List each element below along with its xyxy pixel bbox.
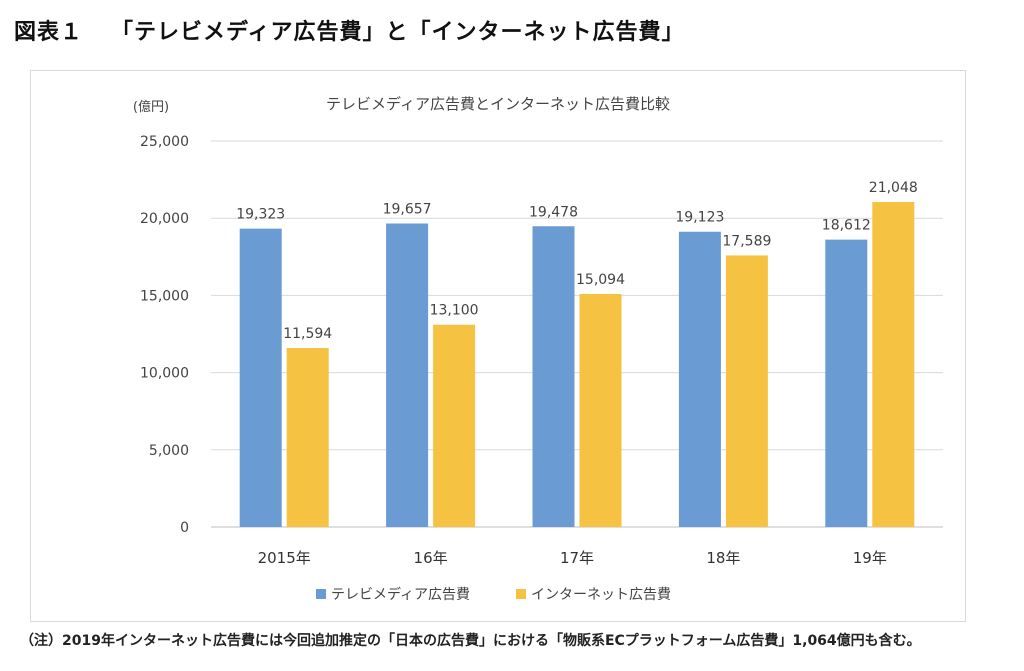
y-tick-label: 25,000 xyxy=(140,134,189,150)
figure-heading: 「テレビメディア広告費」と「インターネット広告費」 xyxy=(111,20,685,45)
bars: 19,323 11,594 19,657 13,100 19,478 15,094 19,1… xyxy=(236,180,918,528)
bar-tv xyxy=(825,239,868,527)
legend: テレビメディア広告費 インターネット広告費 xyxy=(316,586,671,603)
x-tick-label: 2015年 xyxy=(258,549,311,567)
bar-internet xyxy=(725,255,768,527)
x-axis: 2015年 16年 17年 18年 19年 xyxy=(258,549,887,567)
bar-tv xyxy=(239,228,282,527)
bar-tv xyxy=(678,231,721,527)
x-tick-label: 19年 xyxy=(853,549,887,567)
figure-title: 図表１ 「テレビメディア広告費」と「インターネット広告費」 xyxy=(14,14,684,46)
gridlines xyxy=(211,140,943,528)
bar-internet xyxy=(579,293,622,527)
bar-tv xyxy=(532,226,575,527)
data-label: 19,478 xyxy=(529,204,578,220)
bar-internet xyxy=(433,324,476,527)
y-tick-label: 0 xyxy=(180,520,189,536)
y-tick-label: 5,000 xyxy=(149,443,189,459)
data-label: 19,123 xyxy=(675,210,724,226)
bar-tv xyxy=(386,223,429,528)
legend-label: インターネット広告費 xyxy=(531,587,671,603)
y-unit-label: (億円) xyxy=(133,99,169,115)
legend-label: テレビメディア広告費 xyxy=(331,586,470,603)
bar-internet xyxy=(286,347,329,527)
x-tick-label: 18年 xyxy=(706,549,740,567)
data-label: 15,094 xyxy=(576,272,625,288)
data-label: 18,612 xyxy=(822,218,871,234)
chart-container: テレビメディア広告費とインターネット広告費比較 (億円) 0 5,000 10,00… xyxy=(30,70,966,622)
bar-internet xyxy=(872,202,915,528)
y-tick-label: 15,000 xyxy=(140,288,189,304)
data-label: 13,100 xyxy=(430,303,479,319)
y-tick-label: 10,000 xyxy=(140,366,189,382)
data-label: 19,657 xyxy=(383,201,432,217)
x-tick-label: 17年 xyxy=(560,549,594,567)
data-label: 21,048 xyxy=(869,180,918,196)
figure-label: 図表１ xyxy=(14,20,84,45)
data-label: 11,594 xyxy=(283,326,332,342)
legend-swatch xyxy=(516,589,526,599)
x-tick-label: 16年 xyxy=(414,549,448,567)
y-tick-label: 20,000 xyxy=(140,211,189,227)
y-axis: 0 5,000 10,000 15,000 20,000 25,000 xyxy=(140,134,189,536)
chart-title: テレビメディア広告費とインターネット広告費比較 xyxy=(326,95,670,113)
data-label: 19,323 xyxy=(236,207,285,223)
footnote: （注）2019年インターネット広告費には今回追加推定の「日本の広告費」における「… xyxy=(20,633,921,649)
bar-chart: テレビメディア広告費とインターネット広告費比較 (億円) 0 5,000 10,00… xyxy=(133,95,943,603)
legend-swatch xyxy=(316,589,326,599)
data-label: 17,589 xyxy=(722,233,771,249)
